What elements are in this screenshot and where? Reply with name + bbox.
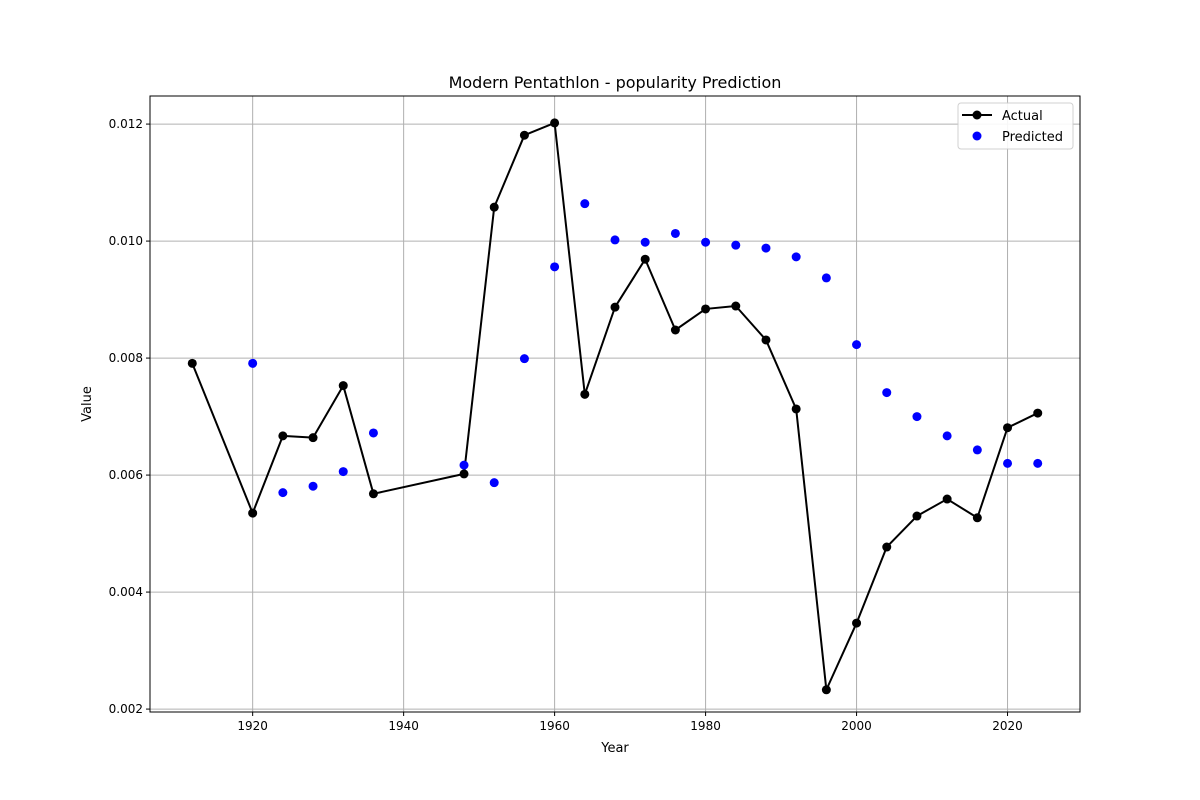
plot-frame: [149, 95, 1081, 713]
data-point-actual: [791, 404, 801, 414]
x-tick-label: 1940: [388, 719, 419, 733]
data-point-actual: [1033, 408, 1043, 418]
data-point-predicted: [972, 445, 982, 455]
data-point-predicted: [821, 273, 831, 283]
data-point-predicted: [852, 340, 862, 350]
legend-actual-label: Actual: [1002, 109, 1043, 124]
data-point-actual: [640, 254, 650, 264]
data-point-actual: [610, 302, 620, 312]
data-point-predicted: [248, 358, 258, 368]
data-point-predicted: [942, 431, 952, 441]
data-point-actual: [821, 685, 831, 695]
data-point-actual: [308, 433, 318, 443]
data-point-predicted: [1003, 458, 1013, 468]
y-tick-label: 0.004: [109, 585, 143, 599]
data-point-predicted: [640, 237, 650, 247]
data-point-actual: [368, 489, 378, 499]
data-point-actual: [248, 508, 258, 518]
data-point-actual: [912, 511, 922, 521]
data-point-predicted: [308, 481, 318, 491]
data-point-actual: [701, 304, 711, 314]
data-point-actual: [489, 202, 499, 212]
legend: Actual Predicted: [957, 102, 1074, 150]
y-axis-label: Value: [80, 386, 95, 422]
x-tick-label: 2000: [841, 719, 872, 733]
data-point-predicted: [701, 237, 711, 247]
x-tick-label: 1920: [237, 719, 268, 733]
data-point-predicted: [338, 467, 348, 477]
legend-actual-marker: [972, 110, 982, 120]
data-point-actual: [459, 469, 469, 479]
data-point-predicted: [761, 243, 771, 253]
legend-predicted-marker: [972, 131, 982, 141]
data-point-actual: [550, 118, 560, 128]
x-tick-label: 2020: [992, 719, 1023, 733]
data-point-predicted: [1033, 458, 1043, 468]
data-point-actual: [278, 431, 288, 441]
series-actual: [187, 118, 1043, 695]
y-axis-ticks: 0.002 0.004 0.006 0.008 0.010 0.012: [109, 117, 150, 716]
x-axis-label: Year: [600, 741, 629, 756]
data-point-actual: [882, 542, 892, 552]
y-tick-label: 0.008: [109, 351, 143, 365]
data-point-predicted: [731, 240, 741, 250]
data-point-predicted: [791, 252, 801, 262]
data-point-actual: [761, 335, 771, 345]
data-point-actual: [187, 358, 197, 368]
data-point-actual: [731, 301, 741, 311]
data-point-actual: [942, 494, 952, 504]
legend-predicted-label: Predicted: [1002, 130, 1063, 145]
series-line-actual: [191, 121, 1039, 691]
data-point-actual: [338, 381, 348, 391]
data-point-predicted: [368, 428, 378, 438]
data-point-predicted: [489, 478, 499, 488]
series-predicted: [248, 199, 1043, 498]
data-point-predicted: [278, 488, 288, 498]
data-point-predicted: [882, 388, 892, 398]
y-tick-label: 0.012: [109, 117, 143, 131]
plot-series: [187, 118, 1043, 695]
data-point-predicted: [580, 199, 590, 209]
data-point-predicted: [610, 235, 620, 245]
data-point-predicted: [550, 262, 560, 272]
chart-title: Modern Pentathlon - popularity Predictio…: [449, 73, 782, 92]
data-point-actual: [972, 513, 982, 523]
data-point-actual: [852, 618, 862, 628]
x-axis-ticks: 1920 1940 1960 1980 2000 2020: [237, 712, 1023, 733]
y-tick-label: 0.006: [109, 468, 143, 482]
data-point-actual: [1003, 423, 1013, 433]
data-point-actual: [519, 130, 529, 140]
y-tick-label: 0.002: [109, 702, 143, 716]
y-tick-label: 0.010: [109, 234, 143, 248]
x-tick-label: 1960: [539, 719, 570, 733]
x-tick-label: 1980: [690, 719, 721, 733]
data-point-actual: [670, 325, 680, 335]
data-point-predicted: [670, 228, 680, 238]
data-point-predicted: [912, 412, 922, 422]
data-point-actual: [580, 389, 590, 399]
data-point-predicted: [519, 354, 529, 364]
data-point-predicted: [459, 460, 469, 470]
